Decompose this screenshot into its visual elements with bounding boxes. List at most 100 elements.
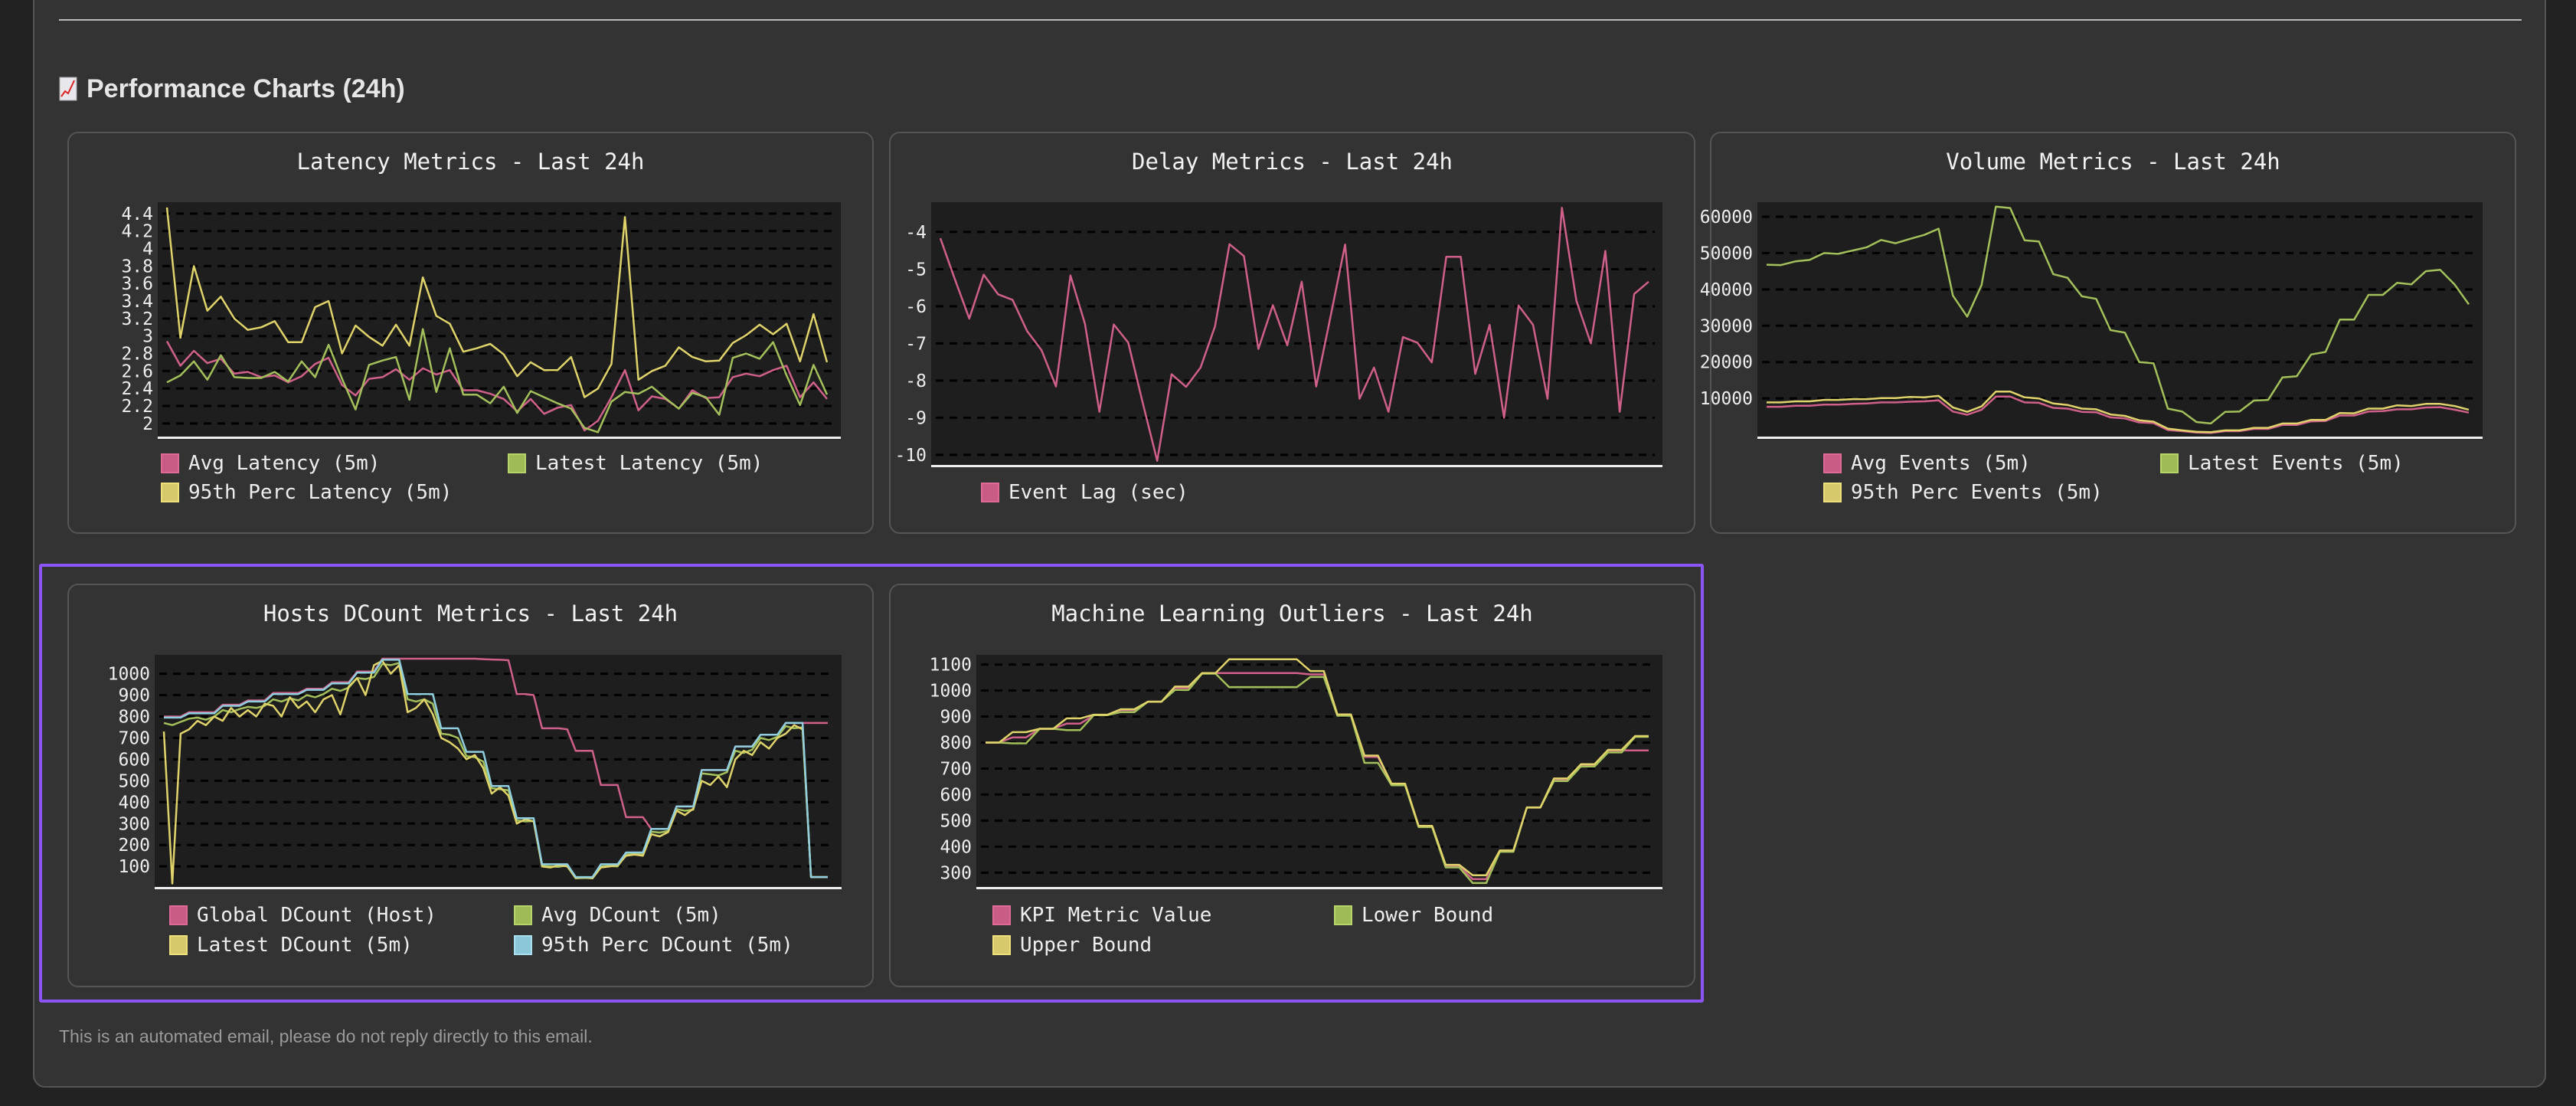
series-line-2 — [986, 658, 1649, 876]
y-tick-label: -6 — [905, 297, 927, 317]
legend-item: Avg DCount (5m) — [514, 902, 721, 928]
legend-swatch — [514, 935, 532, 955]
legend-label: Event Lag (sec) — [1008, 481, 1188, 504]
y-tick-label: 4.2 — [121, 222, 153, 242]
section-title: Performance Charts (24h) — [87, 74, 405, 103]
y-tick-label: -4 — [905, 223, 927, 243]
latency-chart: 22.22.42.62.833.23.43.63.844.24.4 — [121, 205, 833, 434]
chart-card-latency: Latency Metrics - Last 24h 2 2.2 2.4 2.6 2.8… — [67, 132, 874, 534]
legend-label: 95th Perc Latency (5m) — [188, 481, 453, 504]
y-tick-label: 900 — [118, 686, 150, 706]
y-tick-label: 400 — [940, 837, 972, 857]
legend-swatch — [508, 453, 526, 473]
chart-title: Machine Learning Outliers - Last 24h — [1051, 600, 1533, 627]
legend-label: Avg Latency (5m) — [188, 452, 381, 475]
chart-card-hosts-dcount: Hosts DCount Metrics - Last 24h 100 200 30… — [67, 584, 874, 987]
plot-area: -10 -9 -8 -7 -6 -5 -4 — [894, 202, 1662, 467]
legend-item: Latest Events (5m) — [2160, 450, 2404, 476]
y-tick-label: 700 — [118, 728, 150, 748]
legend-item: Event Lag (sec) — [981, 479, 1188, 506]
y-tick-label: 40000 — [1700, 280, 1753, 300]
series-line-0 — [939, 207, 1649, 462]
y-tick-label: 900 — [940, 708, 972, 728]
legend-item: 95th Perc Latency (5m) — [161, 479, 452, 506]
divider — [59, 19, 2522, 21]
legend-label: Avg DCount (5m) — [541, 904, 721, 927]
y-tick-label: 2.2 — [121, 397, 153, 417]
chart-card-delay: Delay Metrics - Last 24h -10 -9 -8 -7 -6 -5 -4… — [889, 132, 1695, 534]
series-line-2 — [165, 207, 829, 398]
y-tick-label: 600 — [940, 785, 972, 805]
y-tick-label: 30000 — [1700, 316, 1753, 336]
legend-item: Upper Bound — [992, 932, 1152, 958]
y-tick-label: 2 — [142, 414, 153, 434]
legend-swatch — [2160, 453, 2179, 473]
y-tick-label: 300 — [118, 814, 150, 834]
y-tick-label: -8 — [905, 371, 927, 391]
legend-item: Latest DCount (5m) — [169, 932, 413, 958]
series-line-0 — [986, 672, 1649, 881]
y-tick-label: 3 — [142, 327, 153, 347]
legend-label: Global DCount (Host) — [197, 904, 437, 927]
legend-label: 95th Perc Events (5m) — [1851, 481, 2103, 504]
plot-area: 10000 20000 30000 40000 50000 60000 — [1700, 202, 2483, 439]
series-line-1 — [1766, 205, 2470, 425]
legend-swatch — [514, 905, 532, 925]
legend-swatch — [1334, 905, 1352, 925]
legend-swatch — [169, 905, 188, 925]
y-tick-label: 4.4 — [121, 205, 153, 224]
y-tick-label: 100 — [118, 857, 150, 877]
chart-title: Hosts DCount Metrics - Last 24h — [263, 600, 678, 627]
y-tick-label: 700 — [940, 759, 972, 779]
legend-item: 95th Perc DCount (5m) — [514, 932, 793, 958]
y-tick-label: 300 — [940, 863, 972, 883]
chart-increasing-icon — [59, 77, 77, 101]
y-tick-label: 10000 — [1700, 389, 1753, 409]
plot-area: 2 2.2 2.4 2.6 2.8 3 3.2 3.4 3.6 3.8 4 4.2 4.4 — [121, 202, 841, 439]
legend-label: 95th Perc DCount (5m) — [541, 934, 793, 957]
legend-swatch — [992, 935, 1011, 955]
chart-card-volume: Volume Metrics - Last 24h 10000 20000 3000… — [1700, 132, 2516, 534]
legend-swatch — [992, 905, 1011, 925]
y-tick-label: -10 — [894, 446, 927, 466]
y-tick-label: -9 — [905, 408, 927, 428]
legend-item: Avg Events (5m) — [1823, 450, 2031, 476]
series-line-2 — [1767, 390, 2470, 434]
chart-title: Volume Metrics - Last 24h — [1946, 149, 2280, 175]
series-line-1 — [163, 662, 828, 879]
y-tick-label: 60000 — [1700, 208, 1753, 227]
y-tick-label: 2.8 — [121, 345, 153, 365]
y-tick-label: -5 — [905, 260, 927, 280]
y-tick-label: 3.2 — [121, 309, 153, 329]
y-tick-label: 500 — [940, 811, 972, 831]
series-line-1 — [166, 328, 829, 434]
legend-label: Latest Events (5m) — [2188, 452, 2404, 475]
legend-label: Latest Latency (5m) — [535, 452, 763, 475]
section-heading: Performance Charts (24h) — [59, 72, 405, 106]
y-tick-label: 200 — [118, 836, 150, 856]
y-tick-label: 2.6 — [121, 362, 153, 381]
y-tick-label: 1000 — [108, 665, 150, 685]
legend-swatch — [981, 483, 999, 502]
ml-outliers-chart: 300 400 500 600 700 800 900 1000 1100 — [930, 656, 1655, 885]
series-line-0 — [1767, 395, 2470, 434]
footer-note: This is an automated email, please do no… — [59, 1026, 593, 1046]
chart-title: Latency Metrics - Last 24h — [296, 149, 645, 175]
legend-swatch — [161, 453, 179, 473]
legend-swatch — [169, 935, 188, 955]
legend-label: Latest DCount (5m) — [197, 934, 413, 957]
legend-item: KPI Metric Value — [992, 902, 1211, 928]
y-tick-label: 20000 — [1700, 353, 1753, 373]
legend-item: Global DCount (Host) — [169, 902, 436, 928]
legend-item: Latest Latency (5m) — [508, 450, 763, 476]
y-tick-label: 1100 — [930, 656, 972, 676]
volume-chart: 10000 20000 30000 40000 50000 60000 — [1700, 205, 2475, 434]
series-line-1 — [986, 672, 1649, 885]
y-tick-label: 500 — [118, 771, 150, 791]
plot-area: 100 200 300 400 500 600 700 800 900 1000 — [108, 655, 842, 889]
legend-swatch — [1823, 453, 1842, 473]
y-tick-label: 800 — [940, 733, 972, 753]
legend-item: Avg Latency (5m) — [161, 450, 380, 476]
selection-highlight — [39, 564, 1704, 1003]
